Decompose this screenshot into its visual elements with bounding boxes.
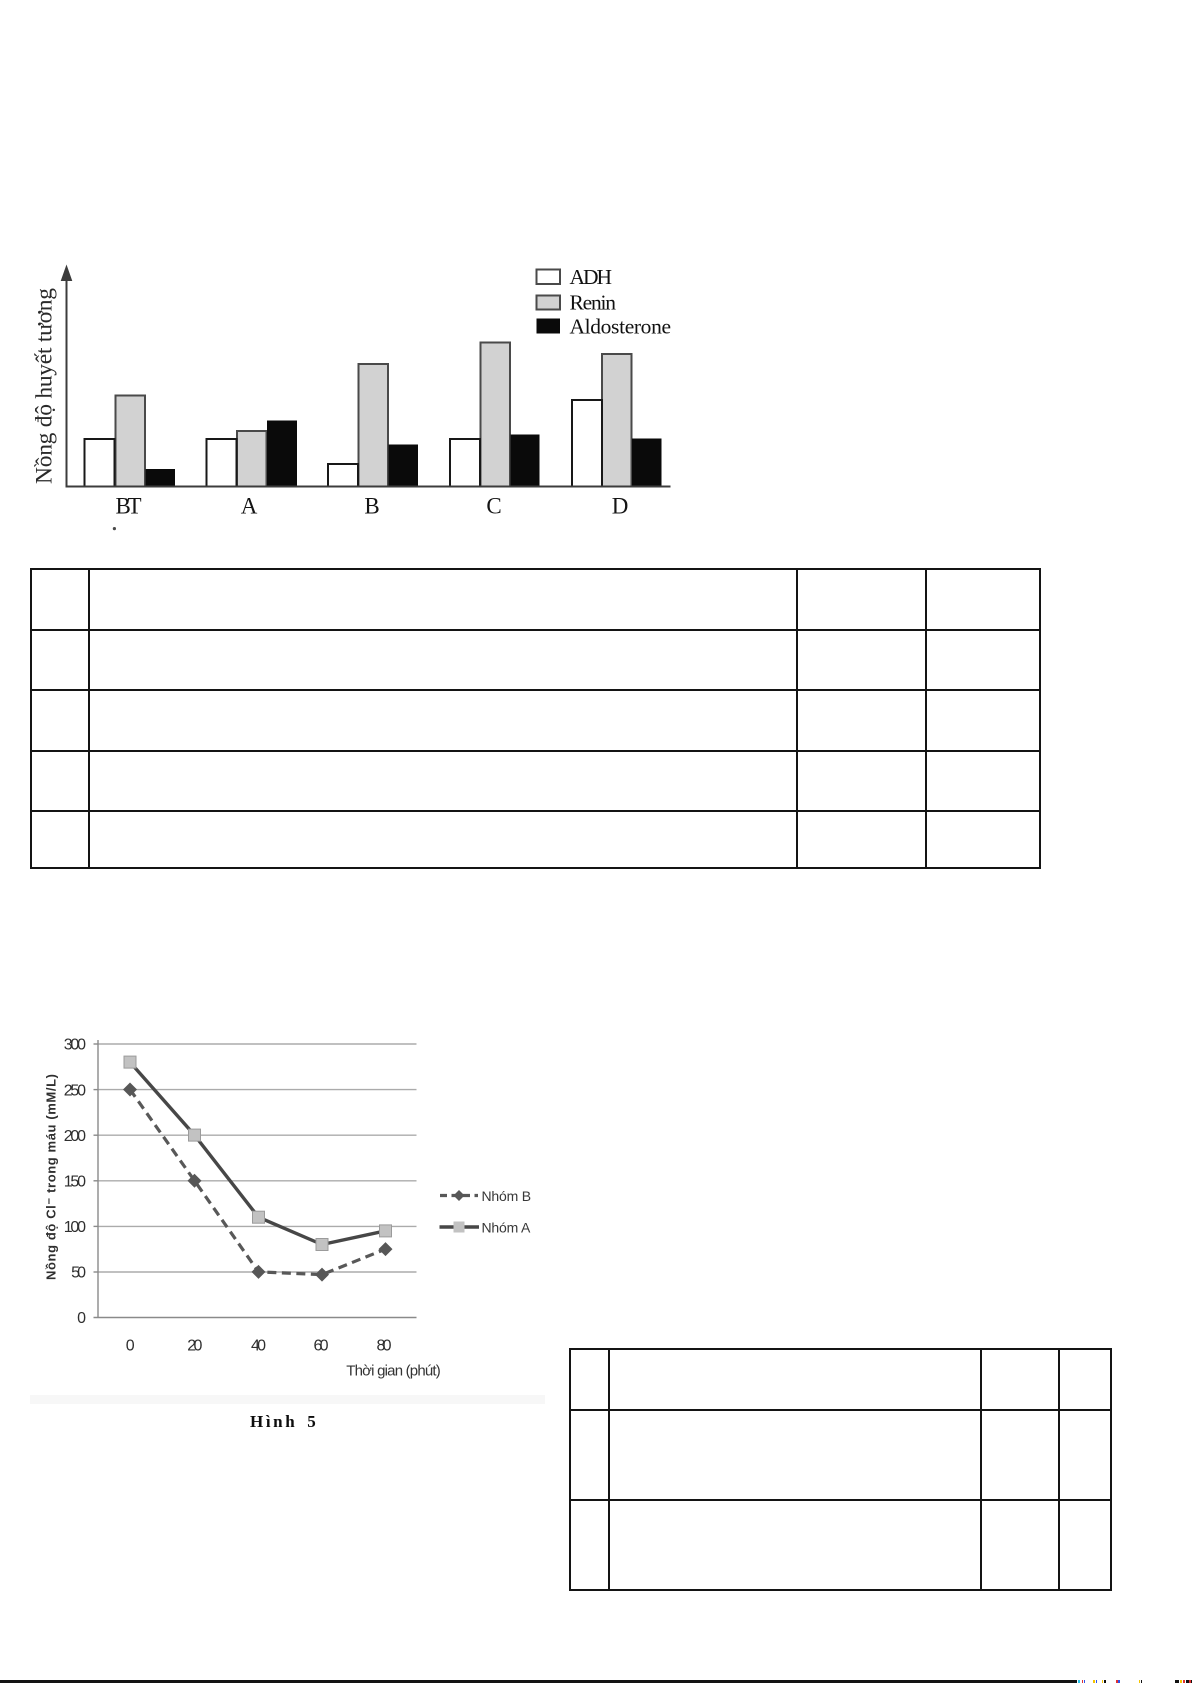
svg-text:150: 150 (64, 1174, 86, 1191)
svg-text:C: C (486, 494, 501, 519)
svg-text:100: 100 (64, 1219, 86, 1236)
svg-text:Nhóm B: Nhóm B (482, 1188, 531, 1204)
svg-text:A: A (241, 494, 258, 519)
svg-text:Nhóm A: Nhóm A (482, 1220, 531, 1236)
svg-text:40: 40 (251, 1338, 266, 1355)
svg-text:80: 80 (376, 1338, 391, 1355)
svg-text:BT: BT (116, 494, 142, 519)
svg-text:Nồng độ Cl⁻ trong máu (mM/L): Nồng độ Cl⁻ trong máu (mM/L) (44, 1074, 59, 1280)
svg-text:D: D (612, 494, 629, 519)
svg-text:ADH: ADH (570, 265, 613, 289)
svg-text:60: 60 (313, 1338, 328, 1355)
svg-text:Nồng độ huyết tương: Nồng độ huyết tương (32, 288, 58, 484)
svg-text:250: 250 (64, 1082, 86, 1099)
svg-text:Thời gian (phút): Thời gian (phút) (346, 1363, 441, 1380)
svg-text:200: 200 (64, 1128, 86, 1145)
svg-text:B: B (364, 494, 379, 519)
svg-text:300: 300 (64, 1037, 86, 1054)
svg-text:20: 20 (187, 1338, 202, 1355)
svg-text:0: 0 (77, 1310, 86, 1327)
svg-text:0: 0 (126, 1338, 135, 1355)
svg-text:50: 50 (71, 1265, 86, 1282)
svg-text:Aldosterone: Aldosterone (570, 315, 672, 339)
svg-text:Renin: Renin (570, 291, 617, 315)
